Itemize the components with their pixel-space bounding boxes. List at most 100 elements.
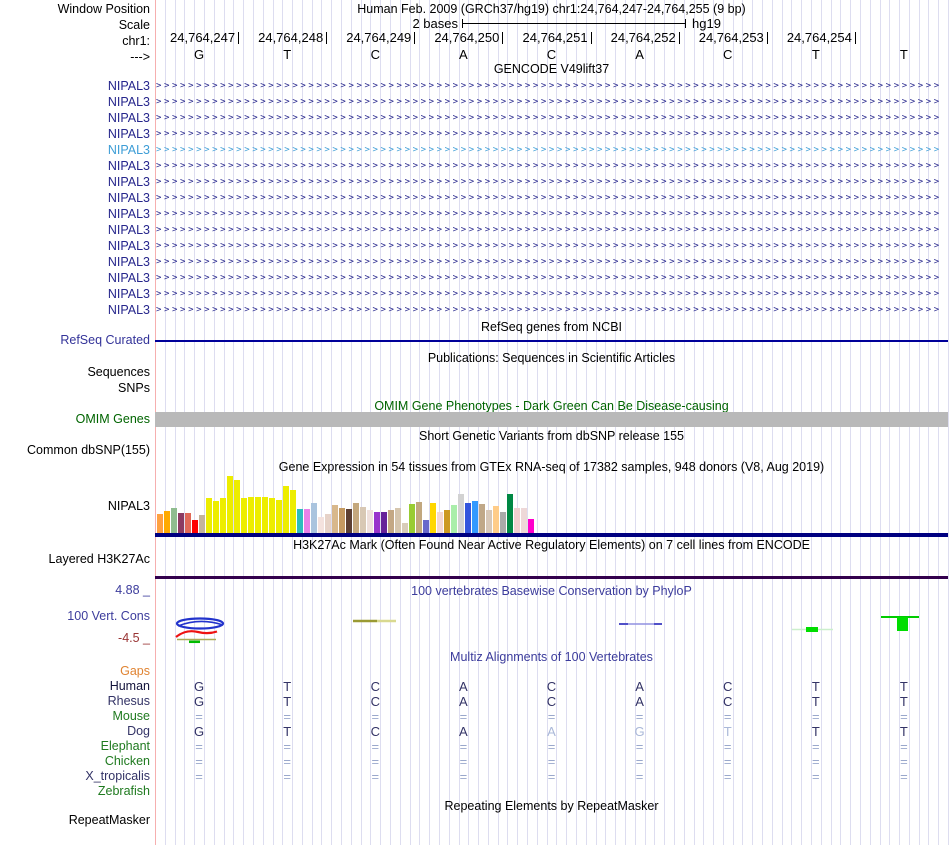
omim-genes-label[interactable]: OMIM Genes [75, 412, 150, 426]
publications-title: Publications: Sequences in Scientific Ar… [427, 351, 676, 365]
alignment-base: = [371, 709, 380, 724]
scale-left-label: 2 bases [412, 16, 458, 31]
alignment-base: A [635, 679, 644, 694]
phylop-track-label[interactable]: 100 Vert. Cons [67, 609, 150, 623]
gene-label[interactable]: NIPAL3 [107, 95, 150, 109]
assembly-title: Human Feb. 2009 (GRCh37/hg19) chr1:24,76… [357, 2, 746, 16]
gtex-title: Gene Expression in 54 tissues from GTEx … [278, 460, 825, 474]
gene-label[interactable]: NIPAL3 [107, 207, 150, 221]
refseq-curated-line[interactable] [155, 340, 948, 342]
gene-label[interactable]: NIPAL3 [107, 159, 150, 173]
gtex-bar [381, 512, 387, 533]
gtex-bar [248, 497, 254, 533]
gene-transcript-row[interactable]: >>>>>>>>>>>>>>>>>>>>>>>>>>>>>>>>>>>>>>>>… [156, 225, 942, 235]
species-label[interactable]: Mouse [112, 709, 150, 723]
gtex-bar [451, 505, 457, 533]
gene-transcript-row[interactable]: >>>>>>>>>>>>>>>>>>>>>>>>>>>>>>>>>>>>>>>>… [156, 289, 942, 299]
gene-transcript-row[interactable]: >>>>>>>>>>>>>>>>>>>>>>>>>>>>>>>>>>>>>>>>… [156, 209, 942, 219]
coordinate-tick [326, 32, 328, 44]
omim-gene-bar[interactable] [155, 412, 948, 427]
conservation-wiggle[interactable] [155, 595, 948, 650]
sequences-label[interactable]: Sequences [87, 365, 150, 379]
gtex-bar [416, 502, 422, 533]
h3k27ac-label[interactable]: Layered H3K27Ac [48, 552, 150, 566]
gtex-bar [304, 509, 310, 533]
coordinate-label: 24,764,252 [610, 30, 676, 45]
gene-label[interactable]: NIPAL3 [107, 79, 150, 93]
gene-label[interactable]: NIPAL3 [107, 127, 150, 141]
species-label[interactable]: Dog [127, 724, 150, 738]
alignment-base: = [459, 769, 468, 784]
gtex-bar [276, 500, 282, 533]
gene-transcript-row[interactable]: >>>>>>>>>>>>>>>>>>>>>>>>>>>>>>>>>>>>>>>>… [156, 129, 942, 139]
dbsnp-label[interactable]: Common dbSNP(155) [27, 443, 150, 457]
gtex-bar [339, 508, 345, 533]
gene-transcript-row[interactable]: >>>>>>>>>>>>>>>>>>>>>>>>>>>>>>>>>>>>>>>>… [156, 161, 942, 171]
gene-transcript-row[interactable]: >>>>>>>>>>>>>>>>>>>>>>>>>>>>>>>>>>>>>>>>… [156, 113, 942, 123]
alignment-base: = [900, 709, 908, 724]
gene-label[interactable]: NIPAL3 [107, 239, 150, 253]
species-label[interactable]: Elephant [100, 739, 150, 753]
gtex-bar [164, 511, 170, 533]
alignment-base: C [722, 694, 733, 709]
gtex-bar [269, 498, 275, 533]
gene-transcript-row[interactable]: >>>>>>>>>>>>>>>>>>>>>>>>>>>>>>>>>>>>>>>>… [156, 305, 942, 315]
species-label[interactable]: X_tropicalis [85, 769, 150, 783]
gtex-bar [430, 503, 436, 533]
chrom-label: chr1: [122, 34, 150, 48]
gene-label[interactable]: NIPAL3 [107, 271, 150, 285]
gtex-bar [220, 498, 226, 533]
gtex-bar [444, 510, 450, 533]
gene-label[interactable]: NIPAL3 [107, 143, 150, 157]
alignment-base: A [459, 724, 468, 739]
phylop-min-label: -4.5 _ [118, 631, 150, 645]
gene-transcript-row[interactable]: >>>>>>>>>>>>>>>>>>>>>>>>>>>>>>>>>>>>>>>>… [156, 81, 942, 91]
species-label[interactable]: Human [109, 679, 150, 693]
gene-transcript-row[interactable]: >>>>>>>>>>>>>>>>>>>>>>>>>>>>>>>>>>>>>>>>… [156, 177, 942, 187]
base-letter: C [546, 47, 557, 62]
alignment-base: T [811, 724, 820, 739]
gene-label[interactable]: NIPAL3 [107, 303, 150, 317]
species-label[interactable]: Chicken [104, 754, 150, 768]
gtex-bar [318, 517, 324, 533]
refseq-curated-label[interactable]: RefSeq Curated [60, 333, 150, 347]
species-label[interactable]: Rhesus [107, 694, 150, 708]
scale-bar [462, 23, 686, 24]
gene-transcript-row[interactable]: >>>>>>>>>>>>>>>>>>>>>>>>>>>>>>>>>>>>>>>>… [156, 273, 942, 283]
conservation-green-tee [897, 617, 908, 631]
alignment-base: G [194, 724, 205, 739]
conservation-blue-curve [177, 620, 224, 627]
coordinate-tick [238, 32, 240, 44]
alignment-base: = [371, 769, 380, 784]
alignment-base: = [195, 739, 203, 754]
gtex-bar [409, 504, 415, 533]
alignment-base: T [283, 694, 292, 709]
gtex-gene-label[interactable]: NIPAL3 [107, 499, 150, 513]
gene-label[interactable]: NIPAL3 [107, 111, 150, 125]
alignment-base: T [723, 724, 732, 739]
gene-label[interactable]: NIPAL3 [107, 287, 150, 301]
repeatmasker-label[interactable]: RepeatMasker [68, 813, 150, 827]
gene-transcript-row[interactable]: >>>>>>>>>>>>>>>>>>>>>>>>>>>>>>>>>>>>>>>>… [156, 257, 942, 267]
alignment-base: = [547, 754, 556, 769]
omim-title: OMIM Gene Phenotypes - Dark Green Can Be… [374, 399, 729, 413]
h3k27ac-baseline[interactable] [155, 576, 948, 579]
base-letter: G [194, 47, 205, 62]
gene-label[interactable]: NIPAL3 [107, 191, 150, 205]
species-label[interactable]: Zebrafish [97, 784, 150, 798]
conservation-green-block [806, 627, 818, 632]
gene-transcript-row[interactable]: >>>>>>>>>>>>>>>>>>>>>>>>>>>>>>>>>>>>>>>>… [156, 97, 942, 107]
species-label[interactable]: Gaps [120, 664, 150, 678]
gene-transcript-row[interactable]: >>>>>>>>>>>>>>>>>>>>>>>>>>>>>>>>>>>>>>>>… [156, 145, 942, 155]
snps-label[interactable]: SNPs [118, 381, 150, 395]
base-letter: A [459, 47, 468, 62]
gene-transcript-row[interactable]: >>>>>>>>>>>>>>>>>>>>>>>>>>>>>>>>>>>>>>>>… [156, 193, 942, 203]
gene-transcript-row[interactable]: >>>>>>>>>>>>>>>>>>>>>>>>>>>>>>>>>>>>>>>>… [156, 241, 942, 251]
gtex-bar [311, 503, 317, 533]
alignment-base: = [459, 754, 468, 769]
gene-label[interactable]: NIPAL3 [107, 175, 150, 189]
gene-label[interactable]: NIPAL3 [107, 223, 150, 237]
gtex-bar [360, 507, 366, 533]
gtex-bar [528, 519, 534, 533]
gene-label[interactable]: NIPAL3 [107, 255, 150, 269]
